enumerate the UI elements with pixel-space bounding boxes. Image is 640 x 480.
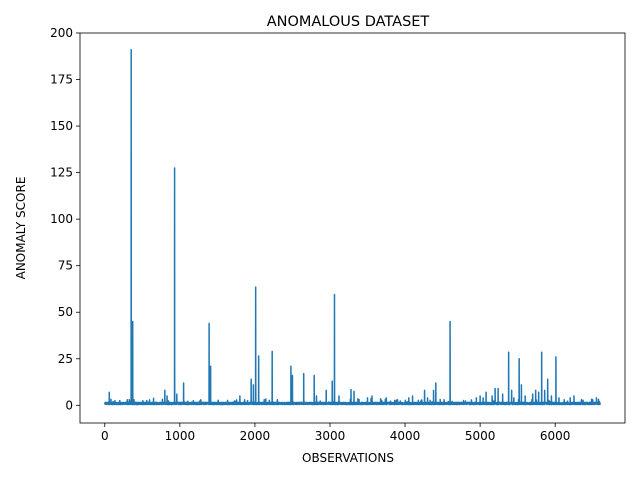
x-tick-label: 4000: [390, 429, 421, 443]
y-axis-ticks: 0 25 50 75 100 125 150 175 200: [50, 26, 80, 412]
x-tick-label: 1000: [165, 429, 196, 443]
plot-frame: [79, 32, 626, 424]
y-tick-label: 125: [50, 166, 73, 180]
y-tick-label: 50: [58, 305, 73, 319]
x-axis-label: OBSERVATIONS: [302, 451, 394, 465]
y-tick-label: 25: [58, 352, 73, 366]
y-tick-label: 150: [50, 119, 73, 133]
x-tick-label: 5000: [465, 429, 496, 443]
chart-title: ANOMALOUS DATASET: [267, 14, 430, 30]
y-tick-label: 0: [65, 398, 73, 412]
x-tick-label: 3000: [315, 429, 346, 443]
x-tick-label: 0: [101, 429, 109, 443]
y-axis-label: ANOMALY SCORE: [14, 177, 28, 280]
plot-area: [80, 33, 625, 423]
x-tick-label: 2000: [240, 429, 271, 443]
x-tick-label: 6000: [540, 429, 571, 443]
y-tick-label: 175: [50, 73, 73, 87]
y-tick-label: 200: [50, 26, 73, 40]
series-line: [104, 49, 601, 406]
series-layer: [104, 49, 601, 406]
x-axis-ticks: 0 1000 2000 3000 4000 5000 6000: [101, 423, 571, 443]
y-tick-label: 100: [50, 212, 73, 226]
y-tick-label: 75: [58, 259, 73, 273]
